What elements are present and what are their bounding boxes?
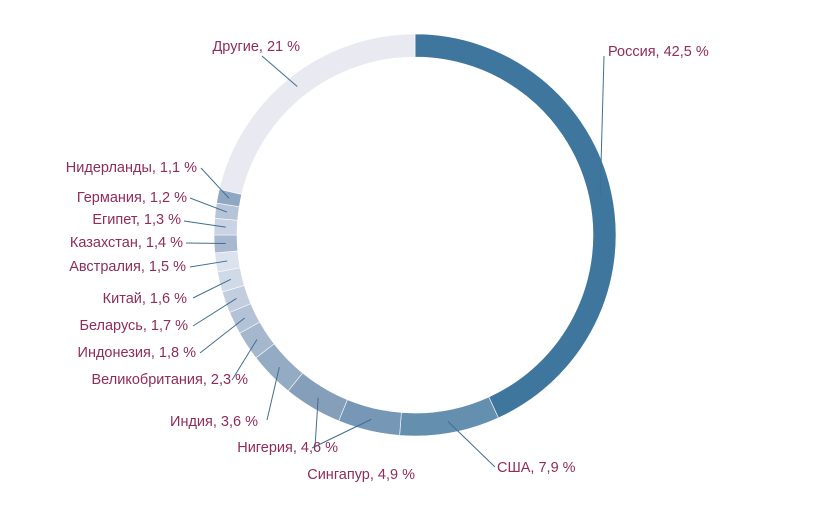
slice-11-label: Казахстан, 1,4 % (70, 235, 183, 251)
slice-4-leader-line (314, 397, 319, 448)
slice-10-label: Австралия, 1,5 % (69, 259, 186, 275)
slice-13-leader-line (189, 197, 228, 213)
slice-15-leader-line (261, 55, 298, 87)
slice-4-label: Нигерия, 4,6 % (237, 440, 338, 456)
slice-2-label: США, 7,9 % (497, 460, 576, 476)
slice-9-leader-line (192, 278, 231, 299)
slice-12-label: Египет, 1,3 % (92, 212, 181, 228)
slice-1-leader-line (599, 55, 605, 195)
slice-5-label: Индия, 3,6 % (170, 414, 258, 430)
leader-lines-group (183, 55, 605, 468)
slice-8-label: Беларусь, 1,7 % (79, 318, 188, 334)
slice-14-label: Нидерланды, 1,1 % (66, 160, 197, 176)
slice-6-leader-line (231, 339, 258, 381)
slice-7-label: Индонезия, 1,8 % (78, 345, 197, 361)
slice-3-leader-line (311, 418, 372, 449)
slice-7-leader-line (199, 317, 245, 354)
slice-10-leader-line (189, 260, 228, 268)
labels-group: Россия, 42,5 % США, 7,9 % Сингапур, 4,9 % Н… (66, 39, 709, 483)
slice-8-leader-line (192, 298, 237, 327)
slice-12-leader-line (183, 220, 226, 228)
slice-6-label: Великобритания, 2,3 % (92, 372, 249, 388)
slice-2-leader-line (447, 421, 496, 468)
slices-group (213, 33, 617, 437)
slice-13-label: Германия, 1,2 % (77, 190, 187, 206)
slice-5-leader-line (266, 367, 280, 421)
slice-14-leader-line (200, 167, 230, 199)
slice-1-label: Россия, 42,5 % (608, 44, 709, 60)
slice-15-label: Другие, 21 % (212, 39, 300, 55)
slice-15 (218, 33, 416, 195)
slice-2 (399, 396, 499, 437)
slice-1 (414, 33, 617, 419)
slice-11 (213, 234, 239, 254)
slice-3-label: Сингапур, 4,9 % (307, 467, 415, 483)
slice-9-label: Китай, 1,6 % (103, 291, 187, 307)
slice-12 (213, 218, 238, 236)
